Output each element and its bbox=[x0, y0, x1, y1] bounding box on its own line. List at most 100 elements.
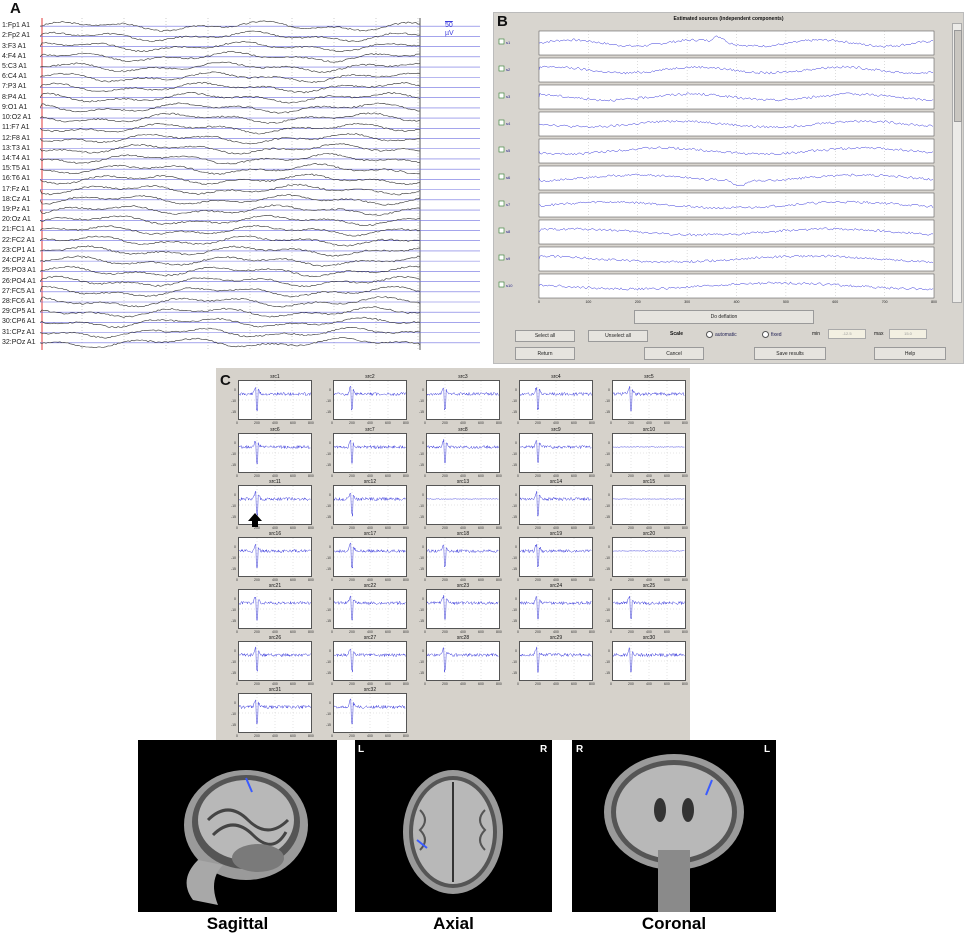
x-tick-label: 400 bbox=[553, 578, 559, 582]
row-checkbox bbox=[498, 38, 505, 45]
channel-label: 31:CPz A1 bbox=[2, 328, 36, 336]
eeg-trace bbox=[40, 235, 421, 247]
y-tick-label: 0 bbox=[608, 441, 610, 445]
x-tick-label: 200 bbox=[442, 526, 448, 530]
subplot-trace bbox=[333, 595, 406, 621]
channel-label: 22:FC2 A1 bbox=[2, 236, 36, 244]
x-tick-label: 400 bbox=[553, 682, 559, 686]
y-tick-label: -15 bbox=[511, 410, 517, 414]
source-subplot bbox=[426, 433, 500, 473]
subplot-trace bbox=[519, 439, 592, 464]
y-tick-label: -15 bbox=[511, 567, 517, 571]
x-tick-label: 600 bbox=[478, 630, 484, 634]
eeg-trace bbox=[40, 296, 421, 308]
y-tick-label: -10 bbox=[418, 660, 424, 664]
subplot-trace-area bbox=[519, 381, 592, 419]
return-button[interactable]: Return bbox=[515, 347, 575, 360]
unselect-all-button[interactable]: Unselect all bbox=[588, 330, 648, 342]
y-tick-label: 0 bbox=[234, 649, 236, 653]
axial-right-marker: R bbox=[540, 744, 548, 755]
x-tick-label: 0 bbox=[236, 526, 238, 530]
automatic-radio[interactable]: automatic bbox=[706, 331, 737, 338]
source-subplot bbox=[612, 589, 686, 629]
eeg-trace bbox=[40, 214, 421, 226]
select-all-button[interactable]: Select all bbox=[515, 330, 575, 342]
subplot-trace-area bbox=[426, 538, 499, 576]
x-tick-label: 600 bbox=[478, 474, 484, 478]
fixed-radio[interactable]: fixed bbox=[762, 331, 782, 338]
source-subplot bbox=[519, 380, 593, 420]
x-tick-label: 200 bbox=[349, 682, 355, 686]
row-checkbox bbox=[498, 254, 505, 261]
min-input[interactable]: -12.5 bbox=[828, 329, 866, 339]
x-tick-label: 400 bbox=[553, 474, 559, 478]
eeg-trace bbox=[40, 173, 421, 186]
x-tick-label: 400 bbox=[367, 682, 373, 686]
x-tick-label: 200 bbox=[349, 578, 355, 582]
max-label: max bbox=[874, 331, 884, 337]
channel-label: 26:PO4 A1 bbox=[2, 277, 36, 285]
subplot-trace-area bbox=[612, 381, 685, 419]
cancel-button[interactable]: Cancel bbox=[644, 347, 704, 360]
y-tick-label: -10 bbox=[604, 660, 610, 664]
x-tick-label: 800 bbox=[589, 578, 595, 582]
radio-circle-icon[interactable] bbox=[762, 331, 769, 338]
x-tick-label: 600 bbox=[290, 578, 296, 582]
eeg-trace bbox=[40, 275, 421, 288]
help-button[interactable]: Help bbox=[874, 347, 946, 360]
subplot-title: src27 bbox=[363, 635, 377, 641]
subplot-trace bbox=[333, 385, 406, 411]
radio-circle-icon[interactable] bbox=[706, 331, 713, 338]
x-tick-label: 200 bbox=[442, 474, 448, 478]
deflation-button[interactable]: Do deflation bbox=[634, 310, 814, 324]
x-tick-label: 0 bbox=[424, 630, 426, 634]
y-tick-label: 0 bbox=[608, 597, 610, 601]
row-label: s9 bbox=[506, 256, 511, 261]
y-tick-label: -10 bbox=[230, 399, 236, 403]
eeg-trace bbox=[40, 102, 421, 114]
subplot-title: src7 bbox=[365, 427, 375, 433]
channel-label: 5:C3 A1 bbox=[2, 63, 27, 71]
x-tick-label: 800 bbox=[682, 421, 688, 425]
row-label: s6 bbox=[506, 175, 511, 180]
y-tick-label: -15 bbox=[325, 723, 331, 727]
max-input[interactable]: 15.0 bbox=[889, 329, 927, 339]
x-tick-label: 800 bbox=[589, 682, 595, 686]
x-tick-label: 600 bbox=[385, 630, 391, 634]
vertical-scrollbar[interactable] bbox=[952, 23, 962, 303]
source-trace bbox=[538, 254, 934, 264]
subplot-title: src12 bbox=[363, 479, 377, 485]
eeg-traces bbox=[40, 18, 480, 350]
x-tick-label: 600 bbox=[385, 682, 391, 686]
eeg-trace bbox=[40, 245, 421, 257]
subplot-title: src3 bbox=[458, 374, 468, 380]
y-tick-label: -10 bbox=[230, 504, 236, 508]
subplot-title: src4 bbox=[551, 374, 561, 380]
panel-c-label: C bbox=[220, 372, 231, 389]
eeg-trace bbox=[40, 30, 421, 43]
x-tick-label: 0 bbox=[236, 578, 238, 582]
x-tick-label: 600 bbox=[571, 421, 577, 425]
x-tick-label: 0 bbox=[424, 526, 426, 530]
eeg-trace bbox=[40, 20, 420, 32]
subplot-trace bbox=[519, 491, 592, 517]
x-tick-label: 800 bbox=[403, 682, 409, 686]
save-results-button[interactable]: Save results bbox=[754, 347, 826, 360]
subplot-trace bbox=[426, 544, 499, 568]
subplot-trace bbox=[238, 490, 311, 516]
subplot-trace-area bbox=[612, 486, 685, 524]
source-subplot bbox=[238, 693, 312, 733]
y-tick-label: 0 bbox=[515, 388, 517, 392]
x-tick-label: 200 bbox=[254, 578, 260, 582]
source-trace bbox=[538, 281, 934, 291]
row-label: s10 bbox=[506, 283, 513, 288]
row-checkbox bbox=[498, 119, 505, 126]
subplot-trace bbox=[612, 446, 685, 448]
source-subplot bbox=[612, 537, 686, 577]
y-tick-label: -15 bbox=[418, 410, 424, 414]
source-trace bbox=[538, 173, 934, 186]
subplot-trace-area bbox=[426, 381, 499, 419]
y-tick-label: -15 bbox=[604, 410, 610, 414]
window-title: Estimated sources (independent component… bbox=[673, 16, 784, 22]
scrollbar-thumb[interactable] bbox=[954, 30, 962, 122]
